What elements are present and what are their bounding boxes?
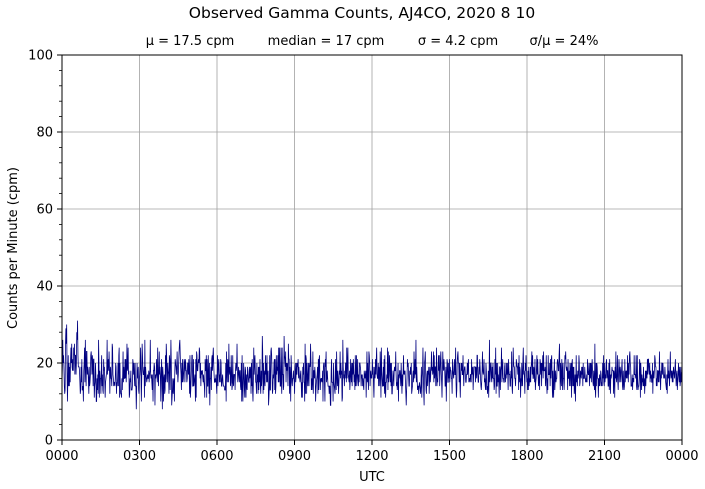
y-tick-label: 0 bbox=[45, 434, 53, 449]
stat-median: median = 17 cpm bbox=[268, 34, 385, 49]
x-tick-label: 2100 bbox=[588, 449, 621, 464]
x-tick-label: 0600 bbox=[200, 449, 233, 464]
y-tick-label: 20 bbox=[36, 357, 53, 372]
y-axis-label: Counts per Minute (cpm) bbox=[6, 167, 21, 329]
axes: 0000 0300 0600 0900 1200 1500 1800 2100 00000204… bbox=[28, 49, 698, 465]
stat-mean: μ = 17.5 cpm bbox=[146, 34, 235, 49]
x-tick-label: 0900 bbox=[278, 449, 311, 464]
x-tick-label: 0000 bbox=[665, 449, 698, 464]
x-tick-label: 0000 bbox=[45, 449, 78, 464]
data-series bbox=[61, 320, 683, 410]
grid-lines bbox=[62, 55, 682, 440]
x-tick-label: 1200 bbox=[355, 449, 388, 464]
series-line-1 bbox=[61, 320, 683, 410]
x-tick-label: 1800 bbox=[510, 449, 543, 464]
y-tick-label: 100 bbox=[28, 49, 53, 64]
x-tick-label: 0300 bbox=[123, 449, 156, 464]
x-tick-label: 1500 bbox=[433, 449, 466, 464]
y-tick-label: 40 bbox=[36, 280, 53, 295]
y-tick-label: 60 bbox=[36, 203, 53, 218]
chart-title: Observed Gamma Counts, AJ4CO, 2020 8 10 bbox=[189, 4, 535, 22]
stat-sigma: σ = 4.2 cpm bbox=[418, 34, 498, 49]
x-axis-label: UTC bbox=[359, 470, 385, 485]
y-tick-label: 80 bbox=[36, 126, 53, 141]
stat-cv: σ/μ = 24% bbox=[530, 34, 599, 49]
